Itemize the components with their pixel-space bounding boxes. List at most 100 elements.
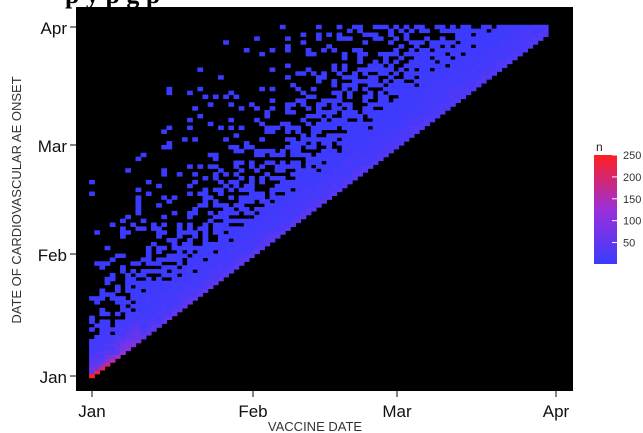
heatmap-cell [455,67,461,72]
heatmap-cell [218,203,224,208]
heatmap-cell [181,265,188,270]
heatmap-cell [460,59,467,65]
heatmap-cell [341,168,348,173]
heatmap-cell [212,253,219,259]
heatmap-cell [290,144,296,150]
heatmap-cell [243,245,250,251]
heatmap-cell [419,121,425,127]
heatmap-cell [145,296,152,301]
heatmap-cell [480,71,487,76]
heatmap-cell [522,24,528,30]
heatmap-cell [176,307,183,313]
heatmap-cell [475,55,482,61]
heatmap-cell [346,156,353,162]
heatmap-cell [310,71,317,76]
heatmap-cell [125,288,131,293]
heatmap-cell [171,245,178,251]
heatmap-cell [341,164,348,169]
heatmap-cell [254,106,260,111]
heatmap-cell [439,79,446,84]
heatmap-cell [506,28,513,34]
heatmap-cell [300,183,307,189]
heatmap-cell [243,241,250,247]
heatmap-cell [248,230,255,235]
heatmap-cell [527,32,534,37]
heatmap-cell [465,28,472,34]
heatmap-cell [398,44,405,49]
heatmap-cell [125,319,131,324]
heatmap-cell [403,125,410,131]
heatmap-cell [372,67,379,72]
heatmap-cell [305,175,312,181]
x-tick-label-feb: Feb [238,402,267,421]
heatmap-cell [419,59,425,65]
heatmap-cell [135,207,142,212]
heatmap-cell [140,331,147,336]
heatmap-cell [542,32,549,37]
heatmap-cell [305,121,312,127]
heatmap-cell [285,125,291,131]
heatmap-cell [357,51,363,57]
heatmap-cell [243,230,250,235]
heatmap-cell [326,164,333,169]
heatmap-cell [377,71,384,76]
heatmap-cell [192,276,198,282]
heatmap-cell [295,172,302,177]
heatmap-cell [357,79,363,84]
heatmap-cell [94,338,101,344]
heatmap-cell [290,214,296,220]
heatmap-cell [140,280,147,286]
heatmap-cell [398,55,405,61]
heatmap-cell [388,63,394,69]
heatmap-cell [496,44,503,49]
heatmap-cell [259,210,266,216]
heatmap-cell [192,257,198,262]
heatmap-cell [377,144,384,150]
heatmap-cell [310,172,317,177]
heatmap-cell [125,214,131,220]
heatmap-cell [326,187,333,193]
heatmap-cell [145,257,152,262]
heatmap-cell [542,24,549,30]
heatmap-cell [125,276,131,282]
heatmap-cell [223,238,229,243]
heatmap-cell [331,117,338,123]
heatmap-cell [491,71,498,76]
heatmap-cell [125,334,131,340]
heatmap-cell [89,179,95,185]
heatmap-cell [238,160,245,165]
heatmap-cell [450,79,456,84]
heatmap-cell [176,226,183,231]
heatmap-cell [310,113,317,119]
heatmap-cell [315,24,322,30]
heatmap-cell [341,179,348,185]
heatmap-cell [434,40,441,45]
heatmap-cell [388,67,394,72]
heatmap-cell [228,125,235,131]
heatmap-cell [357,48,363,53]
heatmap-cell [99,311,106,317]
heatmap-cell [341,82,348,88]
heatmap-cell [475,40,482,45]
heatmap-cell [419,28,425,34]
heatmap-cell [197,226,204,231]
heatmap-cell [470,82,477,88]
heatmap-cell [398,133,405,138]
heatmap-cell [89,319,95,324]
heatmap-cell [326,168,333,173]
heatmap-cell [460,55,467,61]
heatmap-cell [295,144,302,150]
heatmap-cell [161,172,168,177]
heatmap-cell [207,272,214,278]
heatmap-cell [455,90,461,96]
heatmap-cell [161,222,168,228]
heatmap-cell [352,133,358,138]
heatmap-cell [171,210,178,216]
heatmap-cell [408,59,415,65]
heatmap-cell [212,172,219,177]
heatmap-cell [248,175,255,181]
heatmap-cell [455,98,461,103]
heatmap-cell [486,36,492,41]
heatmap-cell [439,40,446,45]
heatmap-cell [166,238,173,243]
